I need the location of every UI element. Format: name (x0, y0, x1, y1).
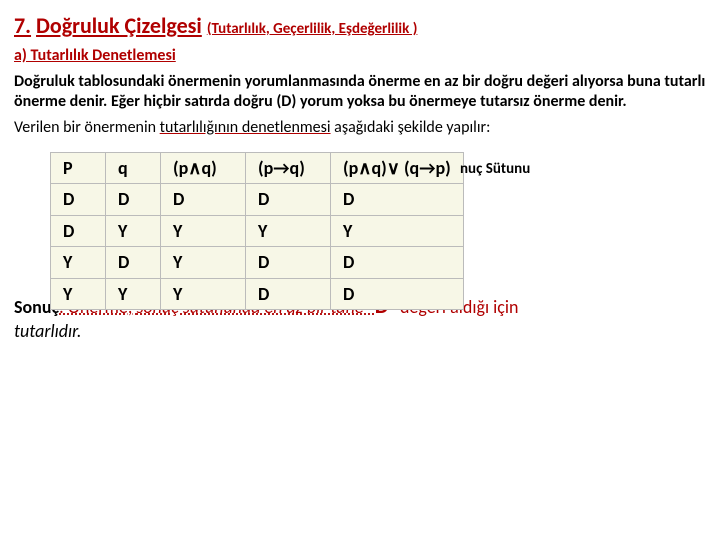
section-a-label: a) Tutarlılık Denetlemesi (14, 46, 176, 65)
cell: Y (51, 278, 106, 310)
truth-table-wrap: nuç Sütunu P q (p∧q) (p→q) (p∧q)∨ (q→p) … (50, 152, 706, 311)
col-pandq: (p∧q) (161, 152, 246, 184)
cell: Y (161, 215, 246, 247)
heading-subtitle: (Tutarlılık, Geçerlilik, Eşdeğerlilik ) (207, 20, 418, 38)
cell: D (51, 184, 106, 216)
paragraph-2: Verilen bir önermenin tutarlılığının den… (14, 118, 706, 138)
truth-table: P q (p∧q) (p→q) (p∧q)∨ (q→p) D D D D D D… (50, 152, 464, 311)
section-a: a) Tutarlılık Denetlemesi (14, 46, 706, 66)
cell: Y (161, 278, 246, 310)
cell: Y (106, 278, 161, 310)
cell: Y (106, 215, 161, 247)
cell: Y (331, 215, 464, 247)
col-p: P (51, 152, 106, 184)
col-q: q (106, 152, 161, 184)
cell: Y (161, 247, 246, 279)
p2-post: aşağıdaki şekilde yapılır: (331, 118, 491, 137)
cell: Y (246, 215, 331, 247)
heading-number: 7. (14, 12, 31, 39)
cell: Y (51, 247, 106, 279)
cell: D (106, 247, 161, 279)
table-row: Y D Y D D (51, 247, 464, 279)
heading-title: Doğruluk Çizelgesi (36, 12, 202, 39)
table-row: D Y Y Y Y (51, 215, 464, 247)
result-column-label: nuç Sütunu (460, 160, 530, 179)
paragraph-1: Doğruluk tablosundaki önermenin yorumlan… (14, 72, 706, 112)
cell: D (51, 215, 106, 247)
cell: D (246, 184, 331, 216)
p2-underline: tutarlılığının denetlenmesi (160, 118, 331, 137)
table-row: D D D D D (51, 184, 464, 216)
table-header-row: P q (p∧q) (p→q) (p∧q)∨ (q→p) (51, 152, 464, 184)
col-result: (p∧q)∨ (q→p) (331, 152, 464, 184)
page-title: 7. Doğruluk Çizelgesi (Tutarlılık, Geçer… (14, 12, 706, 40)
cell: D (246, 247, 331, 279)
col-pimpq: (p→q) (246, 152, 331, 184)
cell: D (331, 247, 464, 279)
table-row: Y Y Y D D (51, 278, 464, 310)
cell: D (161, 184, 246, 216)
cell: D (331, 278, 464, 310)
cell: D (106, 184, 161, 216)
cell: D (246, 278, 331, 310)
p2-pre: Verilen bir önermenin (14, 118, 160, 137)
sonuc-r2: tutarlıdır. (14, 320, 706, 343)
cell: D (331, 184, 464, 216)
